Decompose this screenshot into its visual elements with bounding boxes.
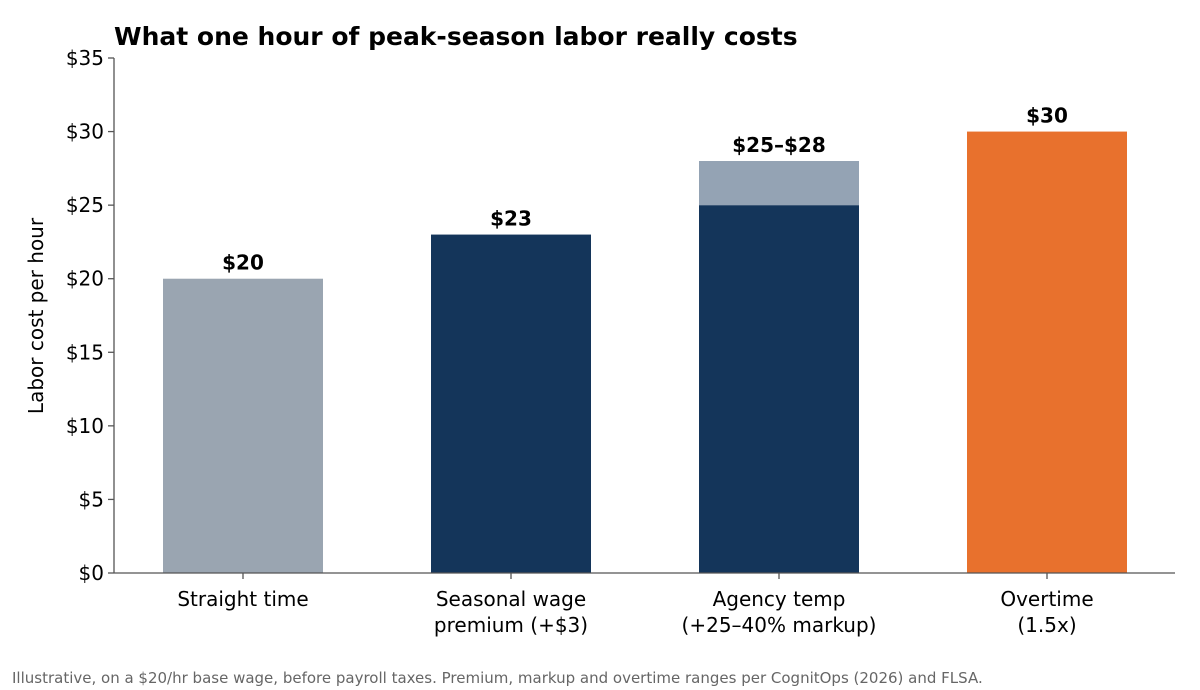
bar-2 [699,205,859,573]
bar-3 [967,131,1127,574]
x-tick-label-3-line-1: (1.5x) [1017,613,1076,637]
plot-area: $20 $23 $25–$28 $30 $0 $5 $10 $15 $20 $25 $30 $35 St… [66,46,1175,637]
y-tick-label-4: $20 [66,267,104,291]
y-axis-label: Labor cost per hour [24,217,48,414]
bar-1 [431,234,591,574]
x-tick-label-1-line-1: premium (+$3) [434,613,588,637]
y-tick-label-1: $5 [79,487,104,511]
chart-title: What one hour of peak-season labor reall… [114,22,798,51]
footnote: Illustrative, on a $20/hr base wage, bef… [12,669,983,687]
x-tick-label-2-line-1: (+25–40% markup) [682,613,877,637]
data-label-0: $20 [222,251,264,275]
bar-range-2 [699,161,859,206]
data-label-1: $23 [490,207,532,231]
data-label-2: $25–$28 [732,133,826,157]
x-tick-label-3-line-0: Overtime [1000,587,1093,611]
y-tick-label-5: $25 [66,193,104,217]
y-tick-label-7: $35 [66,46,104,70]
x-tick-label-2-line-0: Agency temp [713,587,846,611]
y-tick-label-0: $0 [79,561,104,585]
y-tick-label-2: $10 [66,414,104,438]
data-label-3: $30 [1026,104,1068,128]
y-tick-label-6: $30 [66,120,104,144]
x-tick-label-1-line-0: Seasonal wage [436,587,586,611]
bar-0 [163,278,323,573]
x-tick-label-0-line-0: Straight time [177,587,308,611]
y-tick-label-3: $15 [66,340,104,364]
